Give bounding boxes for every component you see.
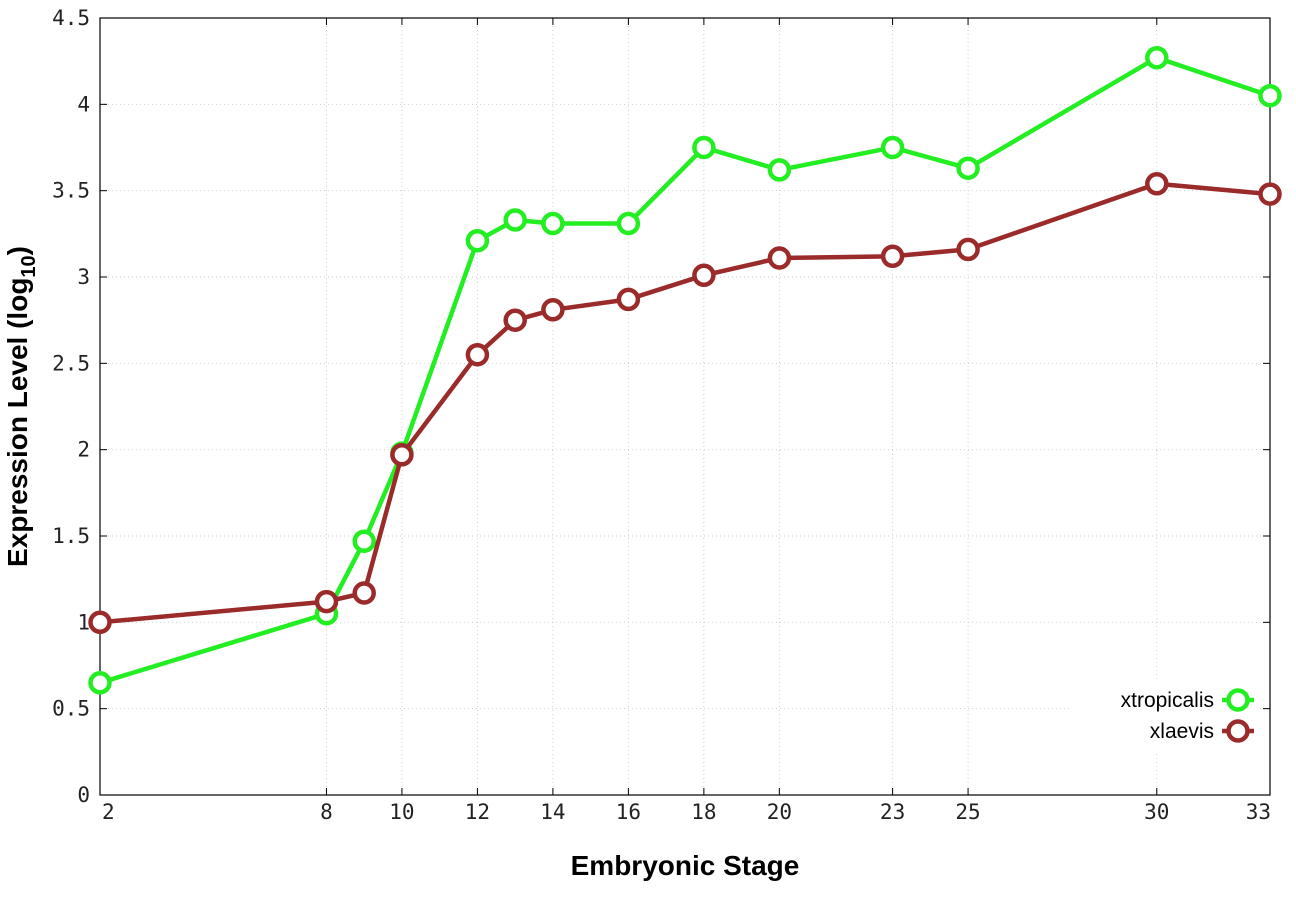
data-point-xlaevis <box>616 287 641 312</box>
x-tick-label: 10 <box>389 800 414 824</box>
data-point-xlaevis <box>352 581 376 605</box>
legend-background <box>1070 680 1260 752</box>
y-tick-label: 0.5 <box>52 697 90 721</box>
x-tick-label: 30 <box>1144 800 1169 824</box>
x-tick-label: 12 <box>465 800 490 824</box>
y-tick-label: 3 <box>77 265 90 289</box>
y-tick-label: 2 <box>77 438 90 462</box>
data-point-xtropicalis <box>88 671 112 695</box>
data-point-xtropicalis <box>1145 45 1169 70</box>
data-point-xtropicalis <box>352 529 376 553</box>
y-tick-label: 4.5 <box>52 6 90 30</box>
series-xlaevis <box>88 172 1282 635</box>
x-tick-label: 8 <box>320 800 333 824</box>
y-tick-label: 2.5 <box>52 351 90 375</box>
legend-label-xtropicalis: xtropicalis <box>1121 689 1214 712</box>
data-point-xlaevis <box>541 298 565 322</box>
y-tick-label: 1 <box>77 610 90 634</box>
legend-marker-xlaevis <box>1226 719 1250 743</box>
data-point-xtropicalis <box>616 211 641 236</box>
x-axis-title: Embryonic Stage <box>571 850 800 881</box>
x-tick-label: 2 <box>102 800 115 824</box>
series-line-xtropicalis <box>99 55 1271 685</box>
series-xtropicalis <box>88 45 1282 695</box>
data-point-xlaevis <box>465 342 490 367</box>
data-point-xtropicalis <box>541 211 565 236</box>
x-tick-label: 33 <box>1246 800 1271 824</box>
x-tick-label: 14 <box>540 800 565 824</box>
data-point-xlaevis <box>1145 172 1169 196</box>
data-point-xtropicalis <box>692 135 716 160</box>
data-point-xtropicalis <box>503 208 527 232</box>
y-axis-title-close: ) <box>2 246 33 255</box>
y-tick-label: 1.5 <box>52 524 90 548</box>
legend: xtropicalis xlaevis <box>1070 680 1260 752</box>
y-axis-title: Expression Level (log10) <box>2 246 40 567</box>
legend-marker-xtropicalis <box>1226 688 1250 712</box>
data-point-xtropicalis <box>465 228 490 253</box>
x-tick-label: 16 <box>616 800 641 824</box>
legend-label-xlaevis: xlaevis <box>1150 720 1214 743</box>
data-point-xtropicalis <box>956 156 980 180</box>
plot-frame <box>99 17 1271 796</box>
grid-lines <box>100 18 1270 795</box>
y-tick-label: 3.5 <box>52 179 90 203</box>
series-line-xlaevis <box>99 181 1271 625</box>
y-tick-label: 4 <box>77 92 90 116</box>
axis-ticks: 0 0.5 1 1.5 2 2.5 3 3.5 4 4.5 2 8 10 12 14 16 18 20 23 25 30… <box>52 6 1271 824</box>
data-point-xlaevis <box>767 246 792 270</box>
y-tick-label: 0 <box>77 783 90 807</box>
data-point-xlaevis <box>880 244 905 269</box>
data-point-xlaevis <box>503 308 527 332</box>
y-axis-title-main: Expression Level (log <box>2 278 33 567</box>
data-point-xlaevis <box>88 610 112 635</box>
x-tick-label: 25 <box>955 800 980 824</box>
data-point-xlaevis <box>692 263 716 288</box>
data-point-xlaevis <box>390 443 414 467</box>
data-point-xlaevis <box>956 237 980 262</box>
x-tick-label: 20 <box>767 800 792 824</box>
data-point-xlaevis <box>1258 182 1282 206</box>
x-tick-label: 18 <box>691 800 716 824</box>
series-group <box>88 45 1282 695</box>
data-point-xtropicalis <box>880 135 905 160</box>
x-tick-label: 23 <box>880 800 905 824</box>
data-point-xtropicalis <box>767 158 792 182</box>
data-point-xtropicalis <box>1258 83 1282 108</box>
data-point-xlaevis <box>314 589 339 614</box>
y-axis-title-subscript: 10 <box>18 255 40 277</box>
